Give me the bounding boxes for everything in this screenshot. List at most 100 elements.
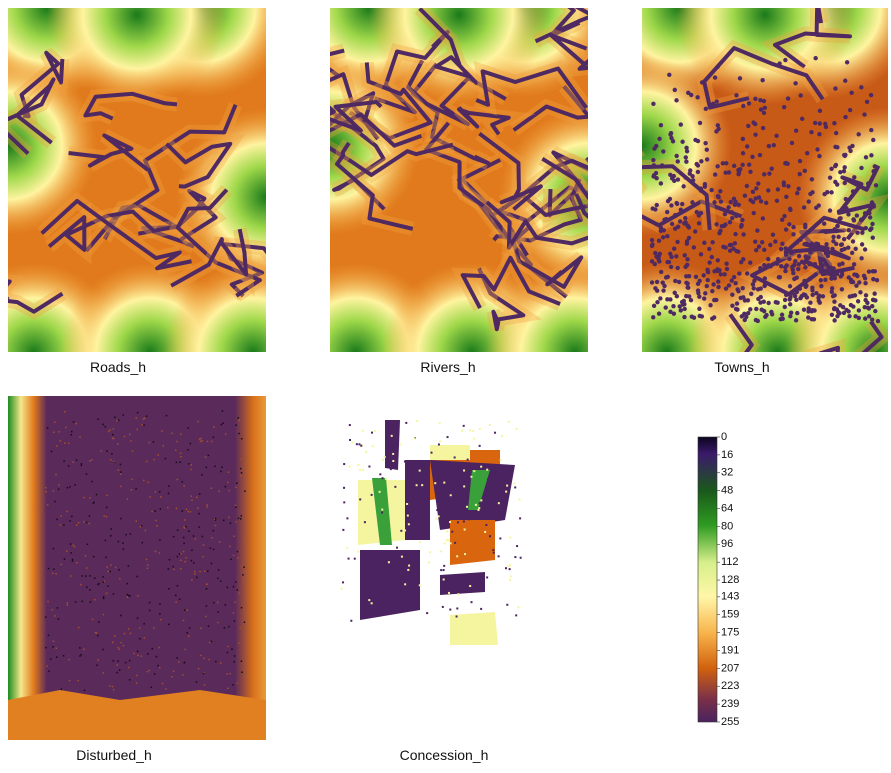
town-dot [741, 286, 745, 290]
speck [241, 515, 243, 517]
speck [401, 489, 403, 491]
town-dot [818, 109, 822, 113]
town-dot [859, 256, 863, 260]
speck [97, 584, 99, 586]
speck [102, 649, 104, 651]
speck [371, 494, 373, 496]
concession-area [405, 460, 430, 540]
speck [124, 633, 126, 635]
town-dot [786, 96, 790, 100]
town-dot [775, 199, 779, 203]
town-dot [784, 195, 788, 199]
speck [494, 432, 496, 434]
town-dot [719, 199, 723, 203]
town-dot [743, 193, 747, 197]
speck [457, 593, 459, 595]
speck [83, 497, 85, 499]
speck [204, 684, 206, 686]
speck [388, 561, 390, 563]
town-dot [855, 274, 859, 278]
town-dot [703, 182, 707, 186]
speck [440, 521, 442, 523]
town-dot [668, 297, 672, 301]
speck [235, 506, 237, 508]
town-dot [746, 311, 750, 315]
speck [202, 556, 204, 558]
town-dot [832, 318, 836, 322]
speck [397, 599, 399, 601]
town-dot [713, 172, 717, 176]
town-dot [652, 163, 656, 167]
speck [177, 529, 179, 531]
town-dot [759, 295, 763, 299]
town-dot [786, 184, 790, 188]
town-dot [806, 230, 810, 234]
town-dot [803, 223, 807, 227]
town-dot [847, 228, 851, 232]
town-dot [751, 190, 755, 194]
town-dot [699, 159, 703, 163]
town-dot [794, 298, 798, 302]
speck [197, 421, 199, 423]
town-dot [705, 284, 709, 288]
town-dot [835, 272, 839, 276]
town-dot [825, 190, 829, 194]
speck [159, 613, 161, 615]
town-dot [654, 255, 658, 259]
speck [516, 428, 518, 430]
speck [237, 551, 239, 553]
speck [211, 641, 213, 643]
speck [211, 441, 213, 443]
speck [374, 430, 376, 432]
town-dot [843, 181, 847, 185]
speck [88, 523, 90, 525]
town-dot [780, 242, 784, 246]
town-dot [652, 146, 656, 150]
speck [188, 530, 190, 532]
speck [223, 520, 225, 522]
speck [179, 461, 181, 463]
town-dot [844, 197, 848, 201]
town-dot [871, 236, 875, 240]
speck [152, 648, 154, 650]
town-dot [773, 239, 777, 243]
speck [479, 502, 481, 504]
speck [456, 607, 458, 609]
speck [456, 615, 458, 617]
colorbar-tick-label: 64 [721, 502, 733, 514]
speck [234, 655, 236, 657]
speck [52, 573, 54, 575]
speck [377, 583, 379, 585]
town-dot [716, 279, 720, 283]
town-dot [745, 144, 749, 148]
speck [60, 515, 62, 517]
town-dot [863, 276, 867, 280]
town-dot [671, 139, 675, 143]
speck [71, 516, 73, 518]
town-dot [767, 172, 771, 176]
town-dot [855, 213, 859, 217]
speck [349, 439, 351, 441]
speck [112, 434, 114, 436]
speck [79, 436, 81, 438]
speck [141, 424, 143, 426]
panel-label: Concession_h [400, 747, 489, 763]
speck [519, 517, 521, 519]
town-dot [754, 248, 758, 252]
town-dot [669, 265, 673, 269]
speck [514, 556, 516, 558]
speck [103, 581, 105, 583]
speck [507, 565, 509, 567]
speck [235, 505, 237, 507]
town-dot [679, 308, 683, 312]
town-dot [839, 243, 843, 247]
speck [109, 685, 111, 687]
town-dot [764, 313, 768, 317]
speck [489, 535, 491, 537]
town-dot [777, 275, 781, 279]
speck [214, 466, 216, 468]
town-dot [850, 144, 854, 148]
town-dot [767, 144, 771, 148]
speck [136, 675, 138, 677]
town-dot [783, 305, 787, 309]
